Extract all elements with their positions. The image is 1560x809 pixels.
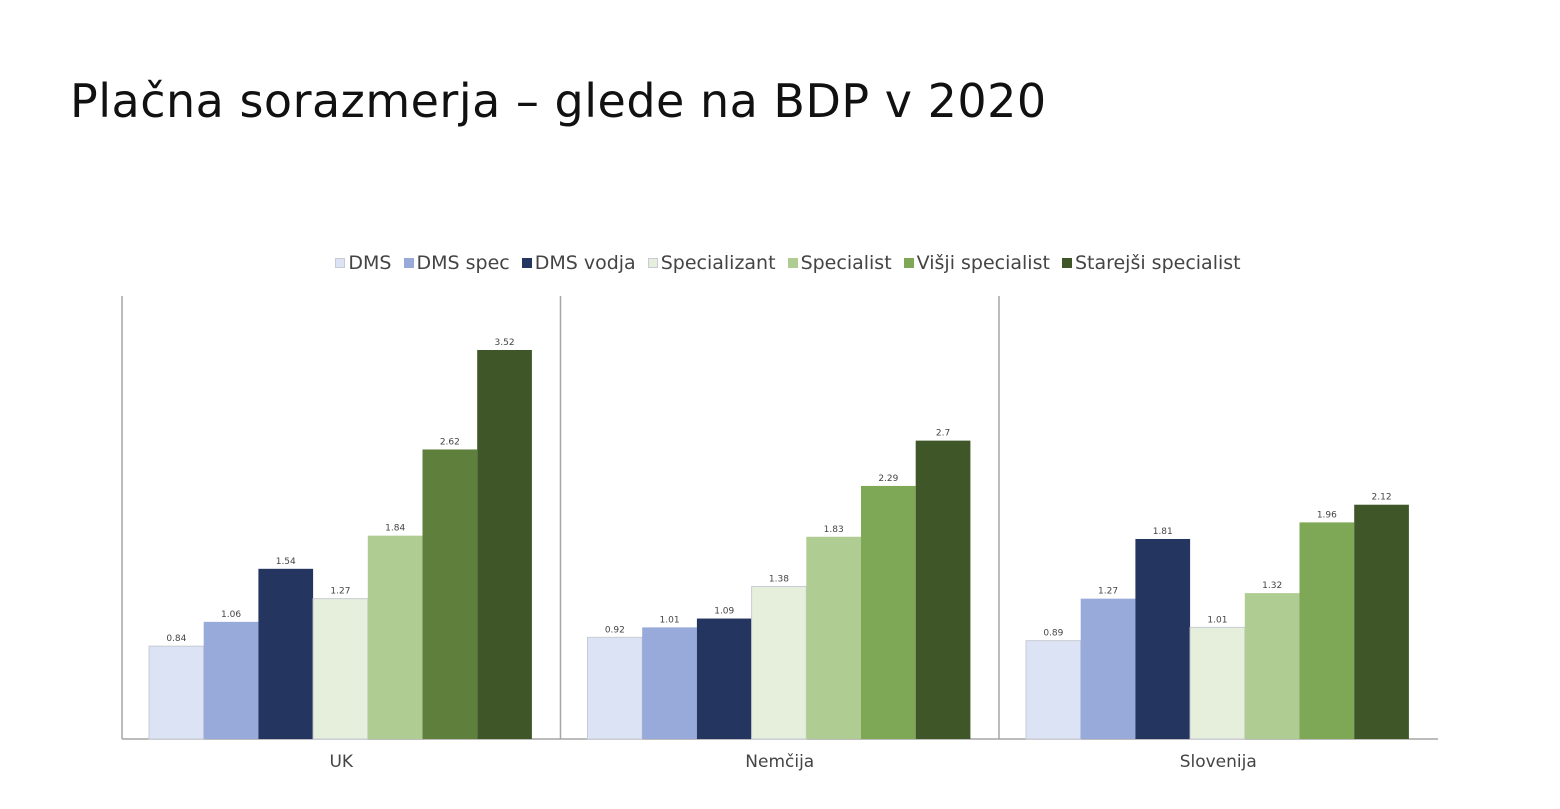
bar xyxy=(1189,626,1246,740)
bar-value-label: 1.27 xyxy=(1098,587,1118,597)
bar-value-label: 0.84 xyxy=(166,634,186,644)
category-label: UK xyxy=(329,752,353,772)
bar-value-label: 1.84 xyxy=(385,524,405,534)
bar xyxy=(148,645,205,740)
bar xyxy=(1299,522,1355,739)
bar xyxy=(422,449,478,739)
bar xyxy=(861,485,916,739)
legend-label-specializant: Specializant xyxy=(660,252,776,274)
bar xyxy=(915,440,971,739)
bar xyxy=(696,618,752,739)
bar-value-label: 1.06 xyxy=(221,610,241,620)
legend-item-dms-vodja: DMS vodja xyxy=(521,252,636,274)
legend-swatch-dms-spec xyxy=(403,258,414,268)
bar-value-label: 1.96 xyxy=(1317,510,1337,520)
legend-item-starejsi-specialist: Starejši specialist xyxy=(1061,252,1241,274)
legend-item-specialist: Specialist xyxy=(787,252,892,274)
bar xyxy=(1135,538,1191,739)
category-label: Nemčija xyxy=(745,752,814,772)
chart-legend: DMS DMS spec DMS vodja Specializant Spec… xyxy=(0,252,1560,274)
bar xyxy=(477,350,532,739)
bar xyxy=(367,535,423,739)
legend-item-visji-specialist: Višji specialist xyxy=(903,252,1050,274)
legend-label-specialist: Specialist xyxy=(800,252,892,274)
legend-item-specializant: Specializant xyxy=(647,252,776,274)
legend-label-starejsi-specialist: Starejši specialist xyxy=(1074,252,1241,274)
bar-value-label: 2.29 xyxy=(878,474,898,484)
legend-label-dms-spec: DMS spec xyxy=(416,252,510,274)
bar-value-label: 1.27 xyxy=(330,587,350,597)
legend-swatch-dms-vodja xyxy=(521,258,532,268)
bar xyxy=(1244,593,1300,739)
legend-item-dms-spec: DMS spec xyxy=(403,252,510,274)
bar xyxy=(1025,640,1082,740)
legend-label-dms: DMS xyxy=(348,252,392,274)
bar-value-label: 1.01 xyxy=(1207,615,1227,625)
legend-swatch-specializant xyxy=(647,258,658,268)
bar xyxy=(1080,598,1136,739)
bar xyxy=(642,627,697,739)
legend-swatch-starejsi-specialist xyxy=(1061,258,1072,268)
bar-value-label: 1.32 xyxy=(1262,581,1282,591)
legend-item-dms: DMS xyxy=(335,252,392,274)
bar xyxy=(203,621,259,739)
legend-swatch-visji-specialist xyxy=(903,258,914,268)
bar-value-label: 1.01 xyxy=(660,615,680,625)
category-label: Slovenija xyxy=(1180,752,1257,772)
bar-value-label: 1.54 xyxy=(276,557,296,567)
bar-value-label: 1.38 xyxy=(769,574,789,584)
bar-value-label: 2.62 xyxy=(440,437,460,447)
bar xyxy=(1354,504,1409,739)
legend-label-dms-vodja: DMS vodja xyxy=(534,252,636,274)
bar xyxy=(312,598,369,740)
bar-value-label: 1.09 xyxy=(714,607,734,617)
bar-value-label: 0.92 xyxy=(605,625,625,635)
bar xyxy=(258,568,314,739)
legend-swatch-specialist xyxy=(787,258,798,268)
bar xyxy=(587,636,643,740)
legend-label-visji-specialist: Višji specialist xyxy=(916,252,1050,274)
bar-value-label: 1.83 xyxy=(824,525,844,535)
bar-value-label: 2.7 xyxy=(936,429,950,439)
bar-value-label: 2.12 xyxy=(1372,493,1392,503)
bar xyxy=(751,585,807,740)
bar-value-label: 1.81 xyxy=(1153,527,1173,537)
slide-title: Plačna sorazmerja – glede na BDP v 2020 xyxy=(70,74,1047,128)
legend-swatch-dms xyxy=(335,258,346,268)
bar-value-label: 0.89 xyxy=(1043,629,1063,639)
bar-value-label: 3.52 xyxy=(495,338,515,348)
bar xyxy=(806,536,861,739)
